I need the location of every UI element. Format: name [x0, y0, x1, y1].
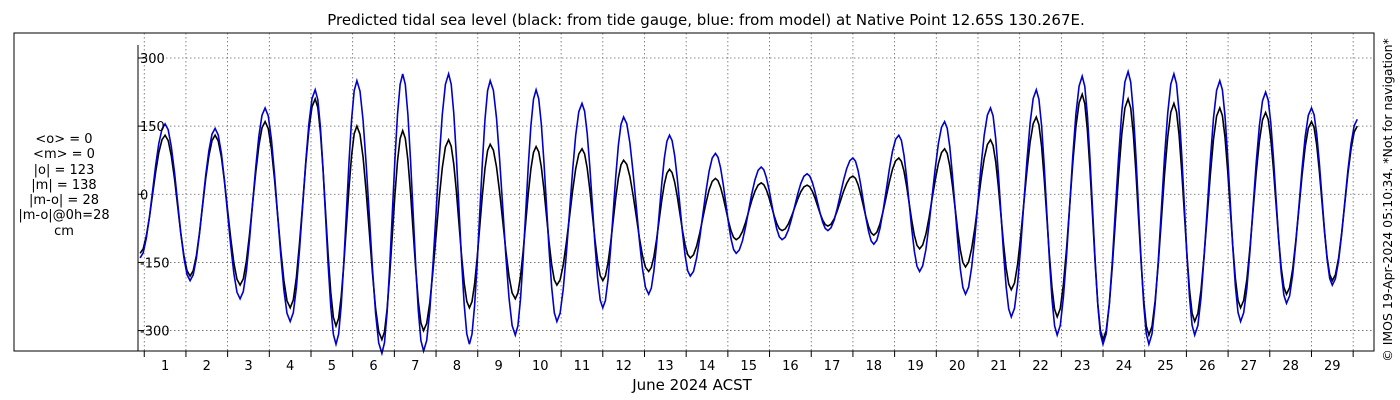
stat-unit: cm: [54, 223, 74, 239]
x-tick-label: 7: [411, 359, 419, 374]
x-tick-label: 3: [244, 359, 252, 374]
y-tick-label: 300: [140, 52, 165, 67]
grid-lines: [138, 33, 1374, 351]
stat-mean-observed: <o> = 0: [35, 132, 93, 147]
x-tick-label: 14: [699, 359, 716, 374]
x-tick-label: 10: [532, 359, 549, 374]
x-tick-label: 29: [1324, 359, 1341, 374]
x-tick-label: 18: [865, 359, 882, 374]
y-tick-label: -150: [140, 256, 170, 271]
x-tick-label: 2: [203, 359, 211, 374]
stat-abs-diff-0h: |m-o|@0h=28: [18, 208, 110, 224]
chart-title: Predicted tidal sea level (black: from t…: [327, 11, 1085, 29]
x-tick-label: 4: [286, 359, 294, 374]
x-tick-label: 17: [824, 359, 841, 374]
series-line: [139, 91, 1359, 343]
x-tick-label: 23: [1074, 359, 1091, 374]
x-tick-label: 1: [161, 359, 169, 374]
x-tick-label: 9: [494, 359, 502, 374]
x-tick-label: 28: [1282, 359, 1299, 374]
series-line: [139, 68, 1359, 357]
x-tick-label: 22: [1032, 359, 1049, 374]
x-tick-label: 27: [1241, 359, 1258, 374]
x-tick-label: 21: [991, 359, 1008, 374]
x-tick-label: 24: [1116, 359, 1133, 374]
x-tick-label: 8: [453, 359, 461, 374]
stat-mean-model: <m> = 0: [33, 147, 95, 163]
stat-abs-observed: |o| = 123: [33, 162, 95, 178]
x-ticks: 1 2 3 4 5 6 7 8 9 10 11 12 13 14 15 16 17 18 19 20 21 22 23 24 2…: [143, 351, 1354, 374]
copyright-note: © IMOS 19-Apr-2024 05:10:34. *Not for na…: [1380, 38, 1395, 362]
x-tick-label: 12: [615, 359, 632, 374]
x-tick-label: 15: [740, 359, 757, 374]
y-tick-label: 0: [140, 188, 148, 203]
x-axis-label: June 2024 ACST: [631, 376, 752, 394]
x-tick-label: 25: [1157, 359, 1174, 374]
x-tick-label: 11: [574, 359, 591, 374]
stat-abs-model: |m| = 138: [31, 177, 97, 193]
series-layer: [139, 68, 1359, 357]
x-tick-label: 13: [657, 359, 674, 374]
x-tick-label: 19: [907, 359, 924, 374]
plot-frame: [13, 32, 1375, 352]
x-tick-label: 26: [1199, 359, 1216, 374]
x-tick-label: 5: [328, 359, 336, 374]
y-tick-label: -300: [140, 325, 170, 340]
x-tick-label: 20: [949, 359, 966, 374]
x-tick-label: 16: [782, 359, 799, 374]
x-tick-label: 6: [369, 359, 377, 374]
stats-panel: <o> = 0 <m> = 0 |o| = 123 |m| = 138 |m-o…: [0, 132, 128, 239]
y-tick-label: 150: [140, 120, 165, 135]
y-ticks: -300 -150 0 150 300: [138, 52, 170, 340]
stat-abs-diff: |m-o| = 28: [28, 193, 99, 209]
